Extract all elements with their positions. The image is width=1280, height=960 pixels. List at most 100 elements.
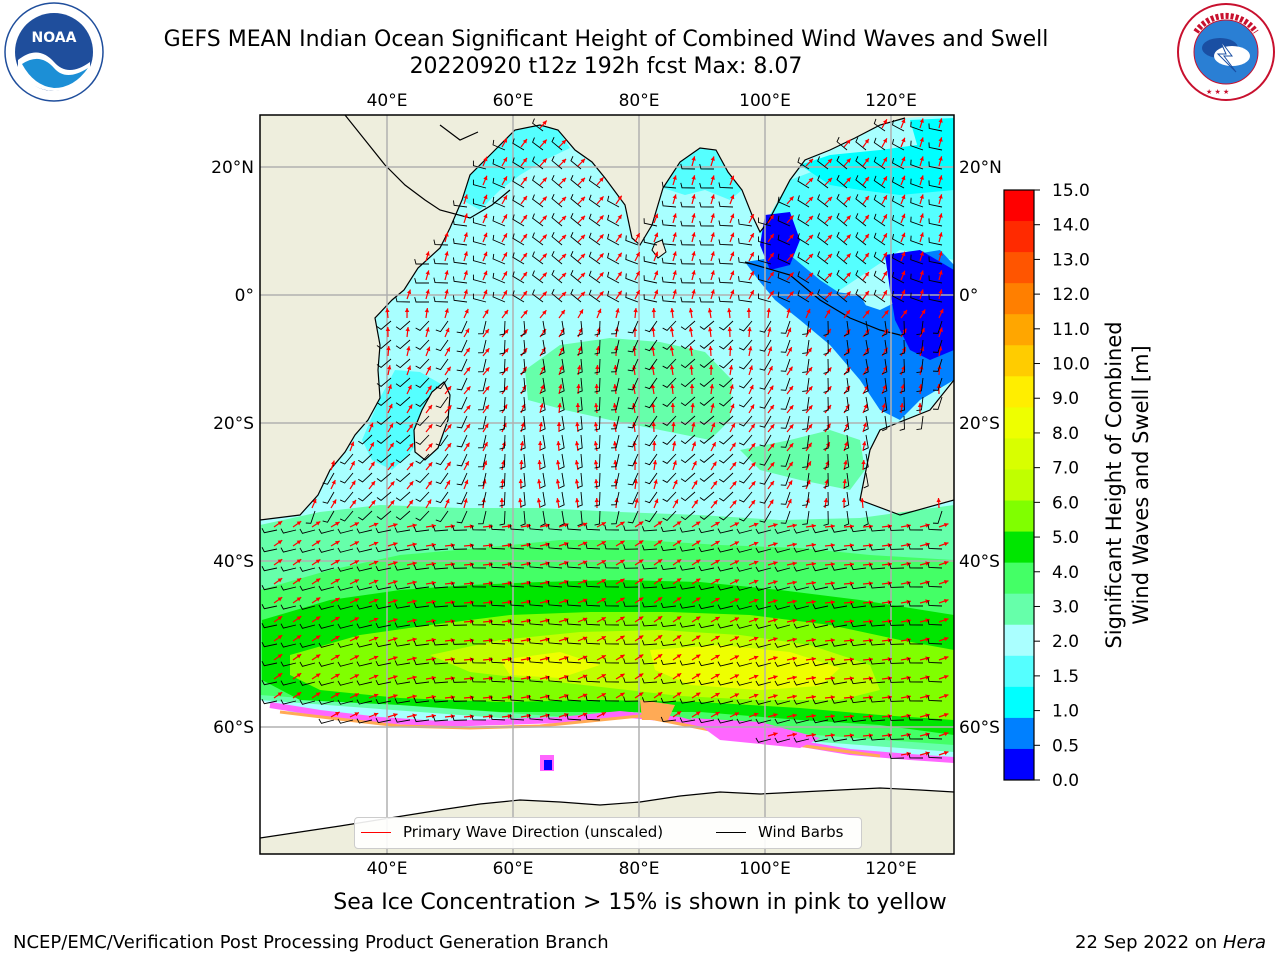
wave-arrow-head (769, 404, 774, 410)
wind-barb (660, 545, 677, 552)
wind-barb (928, 256, 943, 265)
wind-barb (509, 581, 525, 588)
wave-arrow-head (919, 270, 924, 275)
wind-barb (643, 237, 658, 246)
wind-barb (607, 214, 620, 227)
wave-arrow-head (864, 290, 869, 296)
wave-arrow-head (807, 367, 813, 372)
wind-barb (774, 566, 791, 572)
wave-arrow-head (558, 365, 564, 371)
wind-barb (585, 543, 601, 550)
wind-barb (836, 136, 848, 151)
wave-arrow-head (350, 461, 355, 466)
wave-arrow-head (651, 308, 657, 313)
wind-barb (604, 562, 620, 569)
wind-barb (395, 434, 411, 445)
wave-arrow-head (672, 213, 677, 218)
wave-arrow-head (830, 562, 835, 567)
lon-tick-bottom: 120°E (865, 859, 917, 879)
wave-arrow-head (464, 461, 469, 466)
wind-barb (415, 491, 430, 502)
wave-arrow-head (672, 270, 677, 275)
wave-arrow-head (690, 403, 695, 408)
wind-barb (337, 661, 354, 667)
wave-arrow-head (507, 695, 512, 700)
wind-barb (662, 472, 677, 484)
wind-barb (478, 453, 487, 468)
colorbar-tick-label: 4.0 (1052, 563, 1079, 583)
wind-barb (623, 525, 639, 531)
wind-barb (738, 320, 753, 332)
wind-barb (570, 175, 582, 189)
wave-arrow-head (943, 731, 949, 737)
wind-barb (780, 396, 791, 410)
wave-arrow-head (373, 693, 379, 698)
wind-barb (594, 472, 601, 488)
wind-barb (376, 510, 392, 520)
wind-barb (415, 396, 430, 407)
wave-arrow-head (389, 442, 394, 448)
wind-barb (817, 175, 829, 189)
wave-arrow-head (808, 177, 814, 183)
wind-barb (718, 201, 734, 208)
wave-arrow-head (564, 580, 569, 585)
wind-barb (452, 620, 468, 626)
wind-barb (528, 637, 544, 645)
wind-barb (823, 396, 829, 412)
wave-arrow-head (823, 498, 829, 503)
wind-barb (551, 155, 563, 170)
wave-arrow-head (748, 346, 753, 351)
wind-barb (641, 678, 658, 684)
wave-arrow-head (638, 654, 644, 659)
wind-barb (863, 358, 869, 375)
wave-arrow-head (938, 270, 943, 275)
wave-arrow-head (444, 289, 449, 294)
wind-barb (588, 270, 601, 284)
wave-arrow-head (849, 676, 854, 681)
wave-arrow-head (315, 673, 321, 678)
wind-barb (889, 753, 905, 759)
wind-barb (551, 288, 563, 303)
wind-barb (625, 273, 639, 284)
wind-barb (736, 547, 753, 553)
wind-barb (452, 601, 468, 607)
wind-barb (823, 510, 829, 526)
wave-arrow-head (753, 579, 759, 584)
wind-barb (793, 699, 810, 705)
wind-barb (759, 377, 772, 390)
wind-barb (680, 434, 696, 445)
wave-arrow-head (277, 521, 283, 526)
wave-arrow-head (446, 461, 451, 467)
wind-barb (780, 510, 791, 524)
wave-arrow-head (691, 194, 696, 199)
noaa-logo-icon: NOAA (4, 2, 104, 102)
wind-barb (660, 621, 677, 628)
wave-arrow-head (862, 441, 867, 446)
wind-barb (566, 524, 582, 531)
wave-arrow-head (315, 578, 321, 583)
wind-barb (680, 339, 696, 350)
wind-barb (577, 377, 583, 394)
wave-arrow-head (296, 654, 302, 659)
wind-barb (774, 604, 791, 610)
wave-arrow-head (564, 618, 569, 623)
wave-arrow-head (488, 543, 493, 548)
wave-arrow-head (830, 714, 835, 719)
wave-arrow-head (406, 346, 411, 351)
wave-arrow-head (444, 270, 449, 275)
wind-barb (413, 621, 430, 628)
colorbar-tick-label: 0.5 (1052, 736, 1079, 756)
wind-barb (261, 547, 278, 553)
wave-arrow-head (601, 693, 606, 698)
wave-arrow-head (408, 499, 413, 505)
wave-arrow-head (773, 694, 778, 699)
wind-barb (831, 527, 848, 533)
wind-barb (869, 735, 886, 741)
wind-barb (627, 339, 639, 353)
wave-arrow-head (332, 499, 337, 505)
wind-barb (908, 543, 924, 550)
wind-barb (627, 320, 639, 334)
wind-barb (802, 358, 810, 373)
lon-tick-top: 80°E (619, 91, 660, 111)
